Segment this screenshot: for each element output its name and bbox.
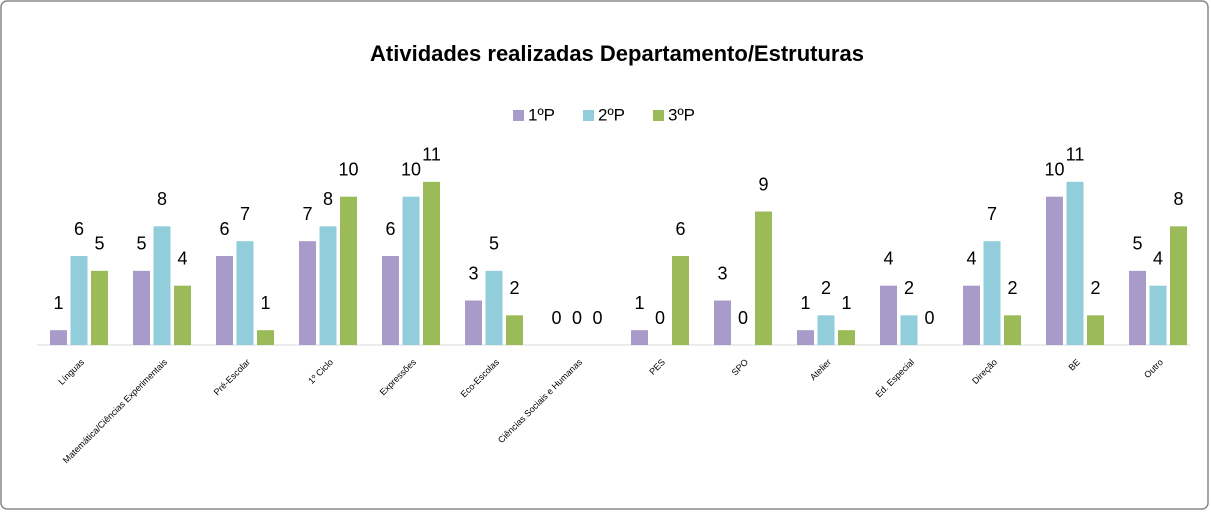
- bar: [174, 285, 191, 345]
- data-label: 7: [302, 204, 312, 224]
- bar: [506, 315, 523, 345]
- bar: [236, 241, 254, 345]
- legend-swatch: [653, 110, 664, 121]
- data-label: 0: [924, 308, 934, 328]
- bar: [50, 330, 67, 345]
- bar: [216, 256, 233, 345]
- data-label: 2: [904, 278, 914, 298]
- data-label: 2: [1090, 278, 1100, 298]
- chart-title: Atividades realizadas Departamento/Estru…: [370, 41, 864, 66]
- bar: [153, 226, 171, 345]
- data-label: 8: [157, 189, 167, 209]
- data-label: 0: [572, 308, 582, 328]
- bar: [402, 196, 420, 345]
- data-label: 10: [401, 159, 421, 179]
- bar: [797, 330, 814, 345]
- bar: [340, 196, 357, 345]
- bar: [631, 330, 648, 345]
- bar: [880, 285, 897, 345]
- bar: [1046, 196, 1063, 345]
- bar: [1129, 270, 1146, 345]
- bar: [1066, 181, 1084, 345]
- legend-swatch: [513, 110, 524, 121]
- data-label: 7: [240, 204, 250, 224]
- data-label: 1: [53, 293, 63, 313]
- bar: [1004, 315, 1021, 345]
- data-label: 3: [717, 263, 727, 283]
- legend-swatch: [583, 110, 594, 121]
- bar: [485, 270, 503, 345]
- legend-label: 2ºP: [598, 105, 625, 124]
- bar: [299, 241, 316, 345]
- data-label: 6: [219, 219, 229, 239]
- bar: [257, 330, 274, 345]
- bar: [319, 226, 337, 345]
- data-label: 5: [136, 234, 146, 254]
- bar: [817, 315, 835, 345]
- data-label: 1: [800, 293, 810, 313]
- data-label: 4: [177, 248, 187, 268]
- bar: [672, 256, 689, 345]
- bar: [382, 256, 399, 345]
- bar: [1170, 226, 1187, 345]
- data-label: 8: [1173, 189, 1183, 209]
- data-label: 9: [758, 174, 768, 194]
- legend-label: 3ºP: [668, 105, 695, 124]
- data-label: 6: [385, 219, 395, 239]
- data-label: 1: [260, 293, 270, 313]
- data-label: 0: [551, 308, 561, 328]
- bar: [755, 211, 772, 345]
- legend-label: 1ºP: [528, 105, 555, 124]
- data-label: 0: [592, 308, 602, 328]
- data-label: 5: [94, 234, 104, 254]
- data-label: 1: [634, 293, 644, 313]
- data-label: 2: [509, 278, 519, 298]
- data-label: 8: [323, 189, 333, 209]
- bar: [714, 300, 731, 345]
- data-label: 5: [1132, 234, 1142, 254]
- data-label: 11: [422, 145, 441, 165]
- bar: [1149, 285, 1167, 345]
- data-label: 4: [1153, 248, 1163, 268]
- data-label: 4: [966, 248, 976, 268]
- bar: [963, 285, 980, 345]
- data-label: 2: [821, 278, 831, 298]
- bar: [1087, 315, 1104, 345]
- data-label: 11: [1066, 145, 1085, 165]
- bar: [423, 181, 440, 345]
- data-label: 10: [338, 159, 358, 179]
- bar: [838, 330, 855, 345]
- data-label: 7: [987, 204, 997, 224]
- data-label: 5: [489, 234, 499, 254]
- bar: [900, 315, 918, 345]
- bar: [133, 270, 150, 345]
- data-label: 2: [1007, 278, 1017, 298]
- data-label: 4: [883, 248, 893, 268]
- bar: [91, 270, 108, 345]
- data-label: 6: [74, 219, 84, 239]
- data-label: 6: [675, 219, 685, 239]
- data-label: 10: [1044, 159, 1064, 179]
- bar: [465, 300, 482, 345]
- data-label: 0: [738, 308, 748, 328]
- bar: [983, 241, 1001, 345]
- data-label: 3: [468, 263, 478, 283]
- bar: [70, 256, 88, 345]
- data-label: 1: [841, 293, 851, 313]
- data-label: 0: [655, 308, 665, 328]
